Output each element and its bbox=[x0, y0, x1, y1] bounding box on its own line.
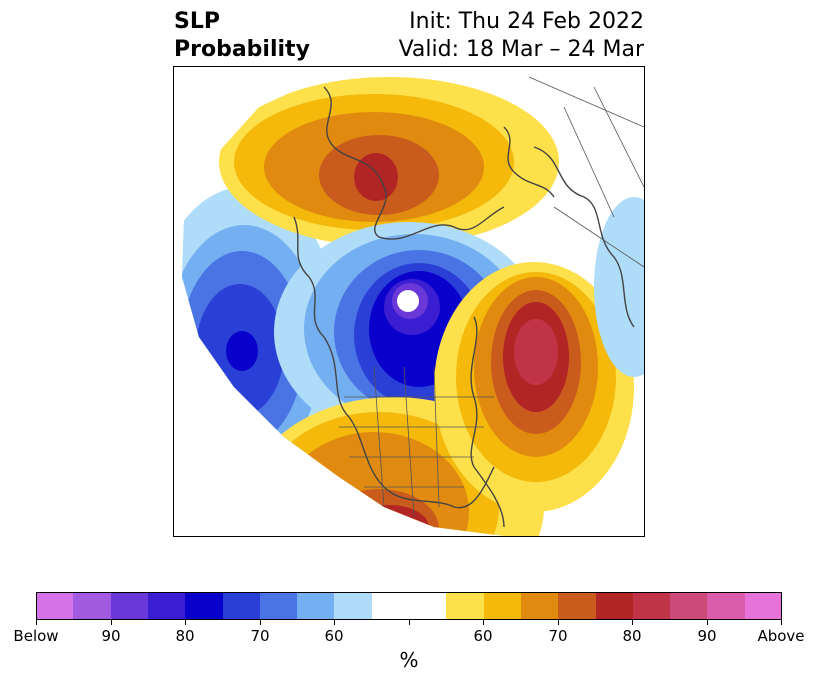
colorbar-tick bbox=[111, 620, 112, 625]
colorbar-label-below-90: 90 bbox=[101, 627, 121, 645]
colorbar-cell bbox=[110, 592, 149, 620]
colorbar-cell bbox=[707, 592, 746, 620]
colorbar-cell bbox=[483, 592, 522, 620]
title-variable: SLP bbox=[174, 9, 220, 34]
anomaly-field bbox=[182, 67, 644, 536]
colorbar-tick bbox=[483, 620, 484, 625]
colorbar-tick bbox=[632, 620, 633, 625]
colorbar-cell bbox=[670, 592, 708, 620]
colorbar-tick bbox=[707, 620, 708, 625]
colorbar-cell bbox=[297, 592, 335, 620]
europe-low-anomaly bbox=[594, 197, 644, 377]
colorbar-tick bbox=[260, 620, 261, 625]
colorbar-cell bbox=[446, 592, 485, 620]
probability-map bbox=[173, 66, 645, 537]
colorbar-cell bbox=[520, 592, 559, 620]
valid-range: Valid: 18 Mar – 24 Mar bbox=[398, 37, 644, 62]
colorbar-cell bbox=[185, 592, 223, 620]
init-date: Init: Thu 24 Feb 2022 bbox=[409, 9, 644, 34]
colorbar-tick bbox=[185, 620, 186, 625]
colorbar-cell bbox=[222, 592, 261, 620]
colorbar-label-below: Below bbox=[13, 627, 59, 645]
map-title-right: Init: Thu 24 Feb 2022 Valid: 18 Mar – 24… bbox=[399, 8, 644, 64]
colorbar-cell bbox=[632, 592, 671, 620]
map-title-left: SLP Probability bbox=[174, 8, 310, 64]
colorbar-tick bbox=[558, 620, 559, 625]
colorbar-cell bbox=[744, 592, 783, 620]
colorbar-cell bbox=[147, 592, 186, 620]
north-pole-marker bbox=[397, 290, 419, 312]
colorbar-tick bbox=[334, 620, 335, 625]
map-svg bbox=[182, 67, 644, 536]
colorbar-label-above-70: 70 bbox=[548, 627, 568, 645]
colorbar-label-below-80: 80 bbox=[175, 627, 195, 645]
colorbar-tick bbox=[409, 620, 410, 625]
colorbar-cell bbox=[558, 592, 596, 620]
colorbar-label-below-60: 60 bbox=[324, 627, 344, 645]
colorbar-cell bbox=[259, 592, 298, 620]
colorbar-tick bbox=[781, 620, 782, 625]
colorbar-cell bbox=[334, 592, 373, 620]
coastlines bbox=[293, 86, 635, 528]
colorbar-cell bbox=[73, 592, 112, 620]
title-quantity: Probability bbox=[174, 37, 310, 62]
colorbar-label-above-80: 80 bbox=[622, 627, 642, 645]
colorbar bbox=[36, 592, 783, 620]
colorbar-cell bbox=[595, 592, 634, 620]
colorbar-label-below-70: 70 bbox=[250, 627, 270, 645]
colorbar-unit: % bbox=[399, 648, 419, 672]
colorbar-cell bbox=[36, 592, 74, 620]
colorbar-cell bbox=[409, 592, 447, 620]
colorbar-cell bbox=[371, 592, 410, 620]
colorbar-label-above-90: 90 bbox=[697, 627, 717, 645]
colorbar-label-above: Above bbox=[757, 627, 805, 645]
colorbar-tick bbox=[36, 620, 37, 625]
political-borders bbox=[339, 76, 644, 518]
colorbar-label-above-60: 60 bbox=[473, 627, 493, 645]
